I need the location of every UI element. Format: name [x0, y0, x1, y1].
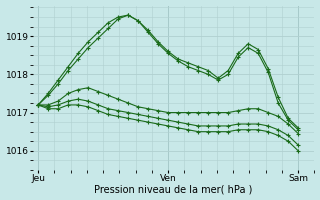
X-axis label: Pression niveau de la mer( hPa ): Pression niveau de la mer( hPa ) [94, 184, 253, 194]
